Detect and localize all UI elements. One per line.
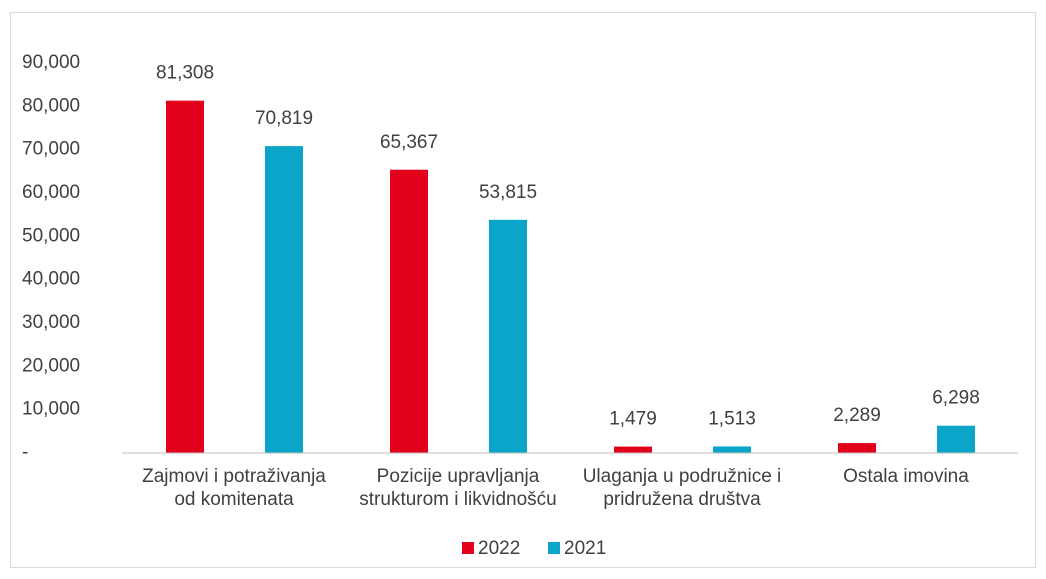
x-tick-label: Pozicije upravljanja strukturom i likvid…: [359, 466, 557, 510]
bar: [937, 425, 975, 453]
y-tick-label: 30,000: [22, 312, 80, 333]
legend-label: 2021: [564, 538, 606, 559]
bar: [390, 169, 428, 454]
legend-swatch: [548, 542, 560, 554]
legend-swatch: [462, 542, 474, 554]
data-label: 53,815: [479, 182, 537, 203]
y-tick-label: 40,000: [22, 269, 80, 290]
data-label: 65,367: [380, 132, 438, 153]
chart-border: [10, 12, 1036, 568]
y-tick-label: 90,000: [22, 52, 80, 73]
data-label: 6,298: [932, 388, 980, 409]
bar: [166, 100, 204, 453]
y-tick-label: -: [22, 442, 28, 463]
y-tick-label: 80,000: [22, 95, 80, 116]
x-tick-label: Zajmovi i potraživanja od komitenata: [142, 466, 326, 510]
bar: [489, 219, 527, 453]
legend-label: 2022: [478, 538, 520, 559]
y-tick-label: 10,000: [22, 399, 80, 420]
data-label: 1,513: [708, 408, 756, 429]
data-label: 81,308: [156, 63, 214, 84]
y-tick-label: 50,000: [22, 225, 80, 246]
y-tick-label: 20,000: [22, 355, 80, 376]
y-tick-label: 60,000: [22, 182, 80, 203]
bar: [614, 446, 652, 453]
bar: [713, 446, 751, 453]
data-label: 70,819: [255, 108, 313, 129]
x-tick-label: Ulaganja u podružnice i pridružena društ…: [582, 466, 782, 510]
y-tick-label: 70,000: [22, 139, 80, 160]
data-label: 2,289: [833, 405, 881, 426]
x-tick-label: Ostala imovina: [843, 466, 969, 487]
data-label: 1,479: [609, 409, 657, 430]
bar: [838, 443, 876, 453]
bar: [265, 146, 303, 453]
